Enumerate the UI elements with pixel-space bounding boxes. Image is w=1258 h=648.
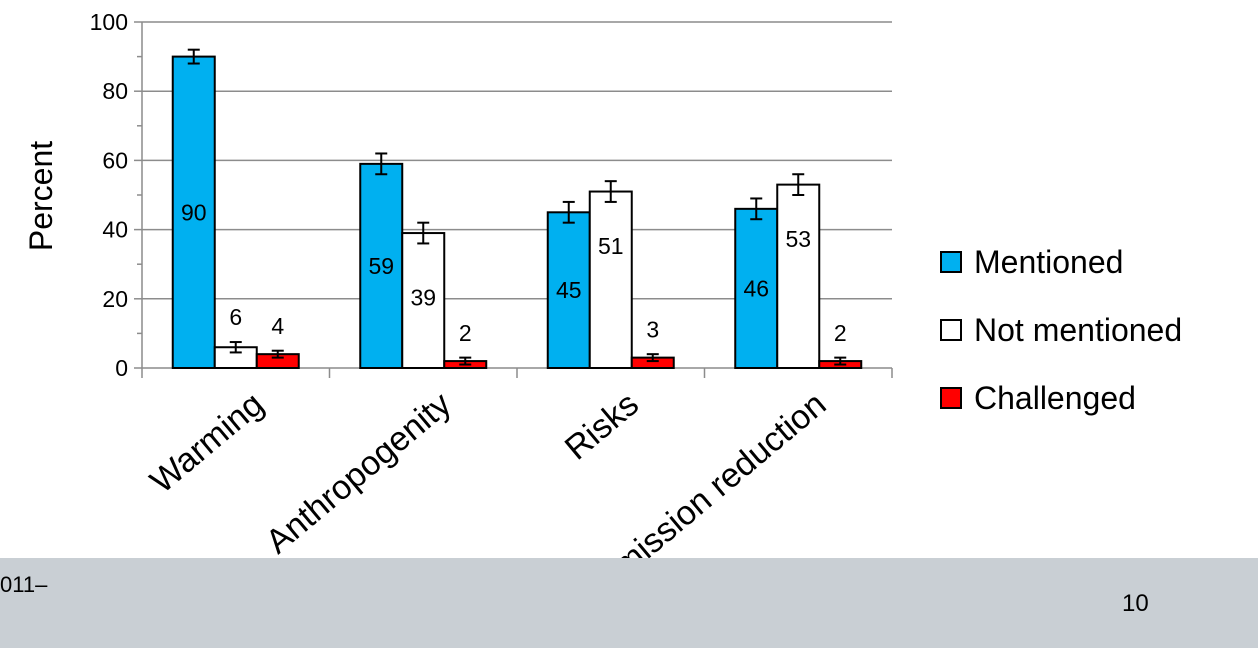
bar	[776, 183, 821, 369]
bar	[401, 232, 446, 369]
y-tick-label: 20	[102, 286, 128, 312]
footer-left-text: 011–	[0, 572, 48, 597]
data-label: 6	[229, 304, 242, 330]
x-tick-label: Warming	[143, 385, 271, 501]
footer-band	[0, 558, 1258, 648]
x-tick-label: Anthropogenity	[259, 385, 459, 561]
bar	[588, 190, 633, 369]
data-label: 46	[743, 275, 769, 301]
legend-label-challenged: Challenged	[974, 379, 1136, 416]
page-number: 10	[1122, 590, 1149, 617]
data-label: 39	[410, 285, 436, 311]
legend-item-not-mentioned: Not mentioned	[940, 312, 1182, 348]
data-label: 3	[646, 317, 659, 343]
data-label: 4	[271, 313, 284, 339]
bar	[359, 162, 404, 369]
y-tick-label: 100	[90, 9, 128, 35]
y-tick-label: 80	[102, 78, 128, 104]
y-tick-label: 40	[102, 217, 128, 243]
data-label: 45	[556, 277, 582, 303]
data-label: 51	[598, 233, 624, 259]
legend: Mentioned Not mentioned Challenged	[940, 244, 1182, 451]
y-tick-label: 0	[115, 355, 128, 381]
x-tick-label: Risks	[558, 385, 646, 468]
y-axis-label: Percent	[23, 141, 59, 251]
legend-swatch-mentioned	[940, 251, 962, 273]
data-label: 53	[785, 226, 811, 252]
legend-swatch-not-mentioned	[940, 319, 962, 341]
legend-label-not-mentioned: Not mentioned	[974, 311, 1183, 348]
legend-swatch-challenged	[940, 387, 962, 409]
data-label: 2	[834, 320, 847, 346]
data-label: 2	[459, 320, 472, 346]
data-label: 90	[181, 199, 207, 225]
legend-item-mentioned: Mentioned	[940, 244, 1182, 280]
bar	[171, 55, 216, 369]
y-tick-label: 60	[102, 147, 128, 173]
data-label: 59	[368, 253, 394, 279]
legend-label-mentioned: Mentioned	[974, 243, 1124, 280]
legend-item-challenged: Challenged	[940, 380, 1182, 416]
